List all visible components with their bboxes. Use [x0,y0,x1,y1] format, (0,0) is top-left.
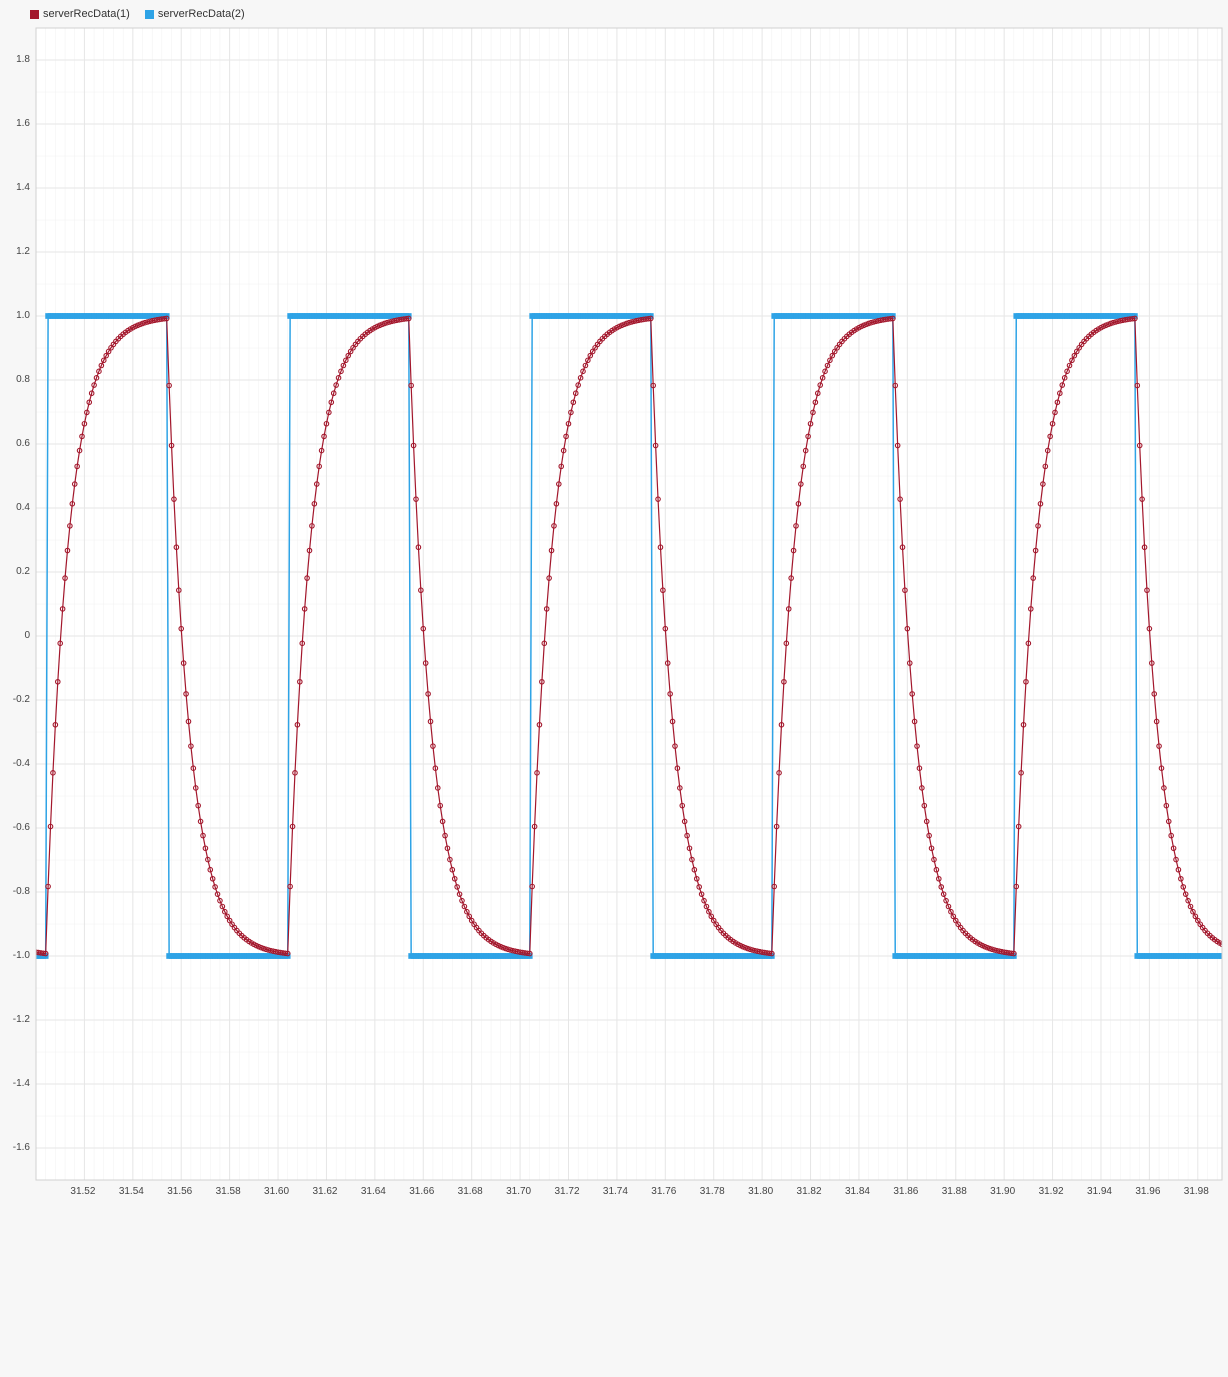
x-tick-label: 31.82 [797,1186,822,1197]
x-tick-label: 31.92 [1039,1186,1064,1197]
x-tick-label: 31.56 [167,1186,192,1197]
y-tick-label: 1.4 [0,182,30,193]
y-tick-label: -0.2 [0,694,30,705]
y-tick-label: -1.0 [0,950,30,961]
y-tick-label: 1.8 [0,54,30,65]
x-tick-label: 31.58 [216,1186,241,1197]
x-tick-label: 31.94 [1087,1186,1112,1197]
x-tick-label: 31.86 [893,1186,918,1197]
x-tick-label: 31.84 [845,1186,870,1197]
chart-container: serverRecData(1) serverRecData(2) 1.81.6… [0,0,1228,1377]
y-tick-label: 0.2 [0,566,30,577]
x-tick-label: 31.78 [700,1186,725,1197]
x-tick-label: 31.66 [409,1186,434,1197]
y-tick-label: 1.2 [0,246,30,257]
y-tick-label: 0.8 [0,374,30,385]
x-tick-label: 31.98 [1184,1186,1209,1197]
x-tick-label: 31.72 [554,1186,579,1197]
x-tick-label: 31.74 [603,1186,628,1197]
x-tick-label: 31.76 [651,1186,676,1197]
x-tick-label: 31.96 [1135,1186,1160,1197]
x-tick-label: 31.64 [361,1186,386,1197]
y-tick-label: -1.4 [0,1078,30,1089]
x-tick-label: 31.90 [990,1186,1015,1197]
y-tick-label: -0.6 [0,822,30,833]
y-tick-label: 0 [0,630,30,641]
x-tick-label: 31.80 [748,1186,773,1197]
x-tick-label: 31.52 [70,1186,95,1197]
x-tick-label: 31.62 [312,1186,337,1197]
plot-area [0,0,1228,1377]
y-tick-label: 0.4 [0,502,30,513]
x-tick-label: 31.60 [264,1186,289,1197]
y-tick-label: -1.2 [0,1014,30,1025]
y-tick-label: -0.4 [0,758,30,769]
y-tick-label: -1.6 [0,1142,30,1153]
y-tick-label: 1.0 [0,310,30,321]
x-tick-label: 31.70 [506,1186,531,1197]
x-tick-label: 31.54 [119,1186,144,1197]
x-tick-label: 31.68 [458,1186,483,1197]
x-tick-label: 31.88 [942,1186,967,1197]
y-tick-label: 1.6 [0,118,30,129]
y-tick-label: 0.6 [0,438,30,449]
y-tick-label: -0.8 [0,886,30,897]
